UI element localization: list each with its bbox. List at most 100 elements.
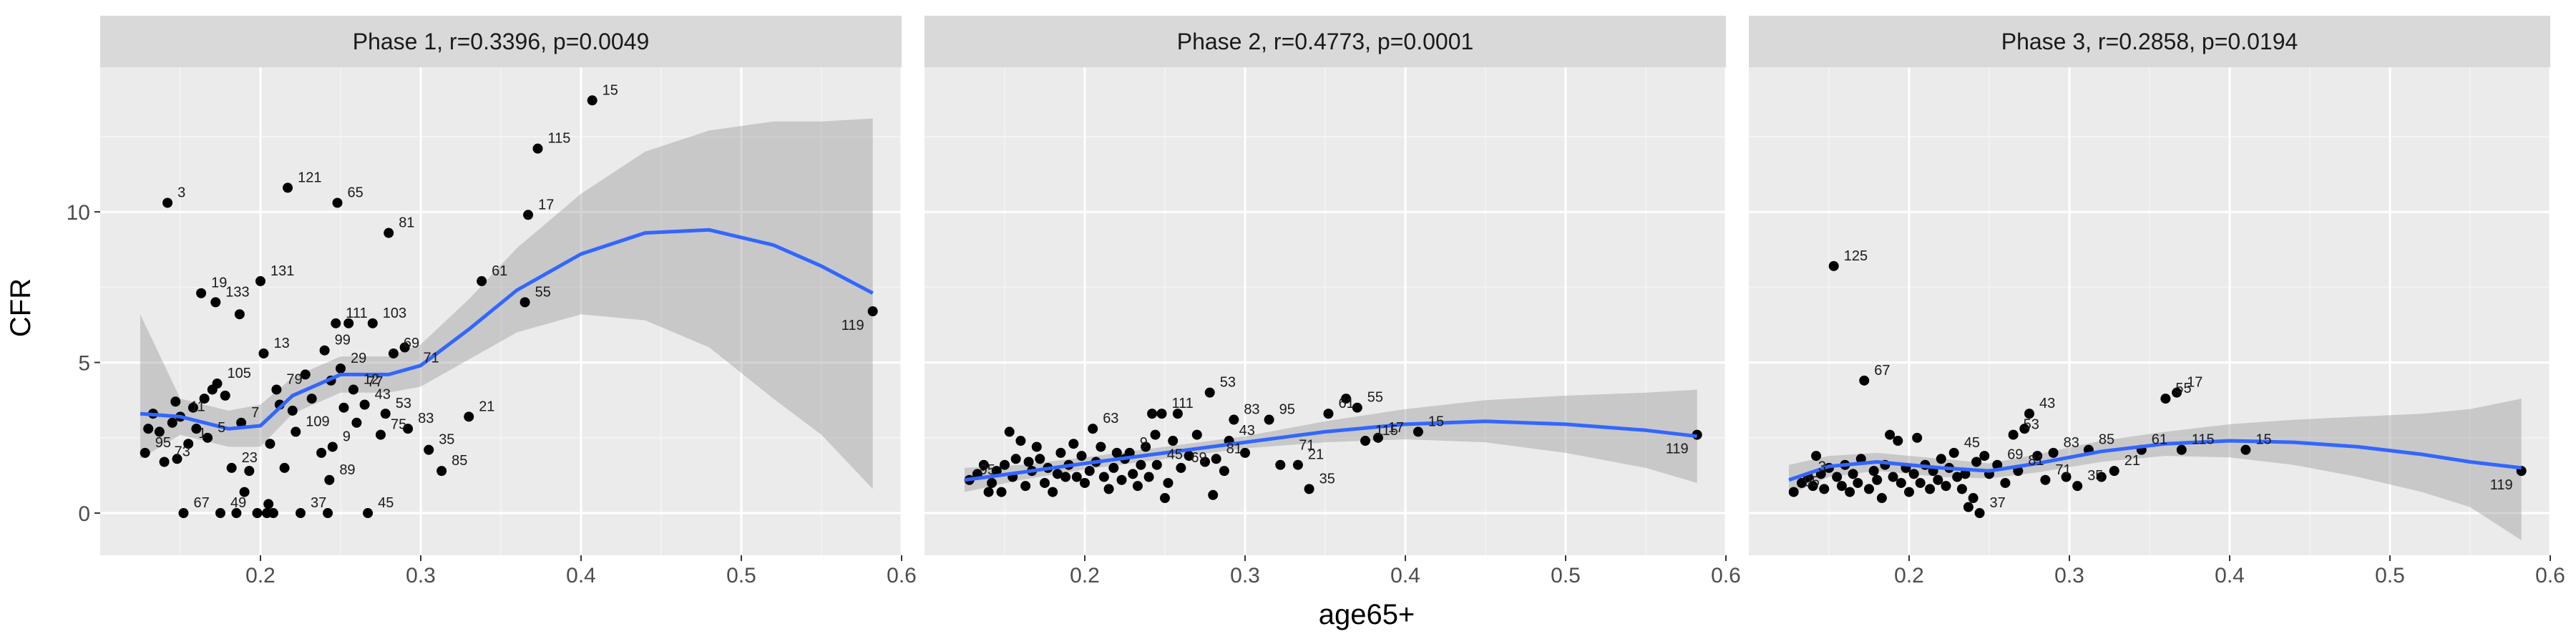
data-point — [258, 348, 269, 358]
data-point — [1819, 484, 1830, 494]
point-label: 1 — [198, 426, 206, 441]
point-label: 95 — [980, 462, 995, 478]
point-label: 7 — [251, 405, 259, 421]
data-point — [2240, 444, 2251, 455]
data-point — [1845, 487, 1855, 497]
x-tick-label: 0.2 — [245, 564, 275, 587]
data-point — [1788, 487, 1799, 497]
data-point — [1864, 484, 1874, 494]
point-label: 83 — [1244, 402, 1259, 418]
x-tick-label: 0.3 — [406, 564, 436, 587]
point-label: 9 — [343, 429, 351, 444]
data-point — [2032, 451, 2043, 462]
facet-strip — [924, 16, 1726, 67]
smooth-line — [1788, 439, 2522, 482]
data-point — [210, 297, 221, 308]
data-point — [1204, 387, 1215, 398]
point-label: 83 — [418, 411, 434, 426]
data-point — [263, 499, 274, 509]
point-label: 71 — [2055, 462, 2071, 478]
data-point — [1807, 481, 1818, 492]
point-label: 19 — [211, 275, 227, 291]
data-point — [436, 466, 447, 477]
point-label: 99 — [335, 333, 351, 348]
data-point — [331, 318, 341, 328]
data-point — [1172, 409, 1183, 419]
point-label: 65 — [348, 185, 364, 200]
confidence-ribbon — [140, 118, 873, 489]
data-point — [1124, 447, 1135, 458]
data-point — [1150, 429, 1161, 440]
point-label: 53 — [2024, 417, 2039, 433]
point-label: 55 — [2175, 381, 2191, 396]
data-point — [1108, 462, 1119, 473]
data-point — [2172, 387, 2182, 398]
point-label: 15 — [1428, 414, 1444, 429]
point-label: 63 — [1103, 411, 1118, 426]
data-point — [1925, 484, 1936, 494]
data-point — [587, 95, 597, 106]
data-point — [2000, 477, 2011, 488]
point-label: 119 — [1666, 441, 1689, 457]
data-point — [1015, 436, 1026, 447]
point-label: 61 — [492, 263, 507, 279]
data-point — [1275, 459, 1286, 470]
data-point — [380, 409, 391, 419]
facet-strip — [100, 16, 902, 67]
point-label: 111 — [1172, 396, 1194, 411]
data-point — [1240, 447, 1250, 458]
point-label: 17 — [538, 197, 554, 213]
panels-layer: Phase 1, r=0.3396, p=0.0049 0.2 0.3 0.4 0.5 0… — [100, 16, 2565, 587]
point-label: 69 — [404, 336, 419, 351]
data-point — [1200, 457, 1210, 467]
data-point — [215, 508, 225, 519]
data-point — [226, 462, 237, 473]
data-point — [1048, 487, 1058, 497]
point-label: 49 — [230, 495, 246, 511]
point-label: 115 — [1375, 423, 1398, 439]
data-point — [1893, 436, 1903, 447]
point-label: 17 — [1388, 420, 1404, 436]
point-label: 37 — [311, 495, 326, 511]
data-point — [2040, 474, 2051, 485]
data-point — [399, 342, 410, 353]
data-point — [1859, 375, 1870, 386]
data-point — [1936, 454, 1946, 464]
point-label: 13 — [273, 336, 289, 351]
data-point — [359, 399, 370, 410]
data-point — [323, 508, 333, 519]
data-point — [1832, 472, 1843, 482]
point-label: 9 — [1140, 435, 1148, 451]
point-label: 79 — [286, 371, 302, 387]
data-point — [1853, 477, 1863, 488]
data-point — [1071, 472, 1082, 482]
point-label: 119 — [841, 318, 864, 333]
data-point — [143, 424, 154, 434]
data-point — [1933, 474, 1943, 485]
data-point — [363, 508, 374, 519]
data-point — [212, 379, 223, 389]
data-point — [2109, 466, 2119, 477]
x-axis-title: age65+ — [1319, 599, 1415, 630]
data-point — [1872, 474, 1883, 485]
data-point — [203, 432, 213, 443]
point-label: 81 — [2028, 453, 2044, 469]
point-label: 109 — [306, 414, 329, 429]
point-label: 71 — [1299, 438, 1314, 454]
data-point — [1971, 457, 1982, 467]
data-point — [1323, 409, 1334, 419]
x-tick-label: 0.3 — [2054, 564, 2084, 587]
point-label: 77 — [367, 374, 383, 390]
data-point — [191, 424, 202, 434]
data-point — [519, 297, 530, 308]
point-label: 83 — [2064, 435, 2079, 451]
x-tick-label: 0.5 — [726, 564, 756, 587]
point-label: 71 — [424, 351, 439, 366]
facet-title: Phase 2, r=0.4773, p=0.0001 — [1177, 29, 1474, 54]
point-label: 131 — [270, 263, 294, 279]
data-point — [1292, 459, 1303, 470]
data-point — [1076, 451, 1087, 462]
data-point — [296, 508, 306, 519]
data-point — [464, 411, 474, 422]
